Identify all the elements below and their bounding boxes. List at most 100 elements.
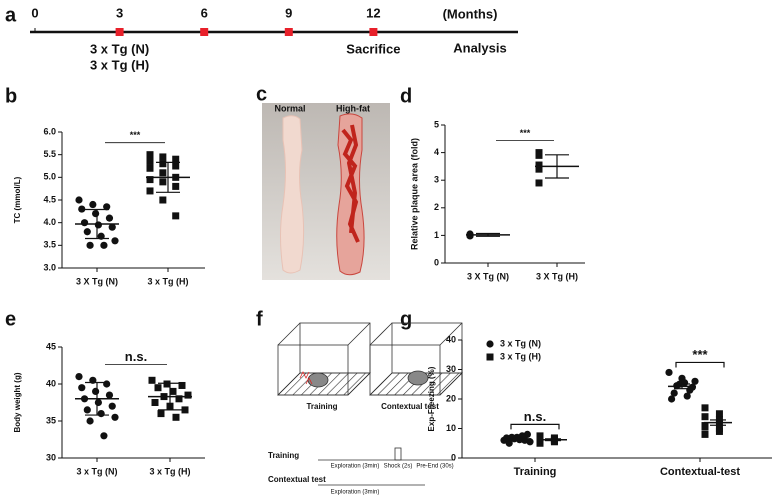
significance-label: n.s. [125,349,147,364]
data-point [172,413,180,421]
data-point [108,402,116,410]
plaque [341,124,360,243]
mouse [307,372,329,388]
y-axis-label: Relative plaque area (fold) [409,138,419,250]
data-point [86,417,94,425]
data-point [94,221,102,229]
data-point [92,387,100,395]
protocol-label: Contextual test [268,475,326,484]
x-tick-label: 3 x Tg (H) [149,466,190,476]
shock-mark [299,371,313,385]
significance-bracket [510,423,560,430]
data-point [111,413,119,421]
data-point [178,381,186,389]
data-point [701,413,709,421]
data-point [105,391,114,399]
data-point [146,157,154,165]
protocol-segment: Pre-End (30s) [416,464,453,470]
y-tick-label: 1 [434,230,439,240]
data-point [701,423,709,431]
timeline-marker [369,28,378,36]
data-point [75,196,83,204]
data-point [100,241,108,249]
y-tick-label: 10 [446,423,456,433]
y-tick-label: 2 [434,202,439,212]
legend-label: 3 x Tg (N) [500,338,541,348]
legend-marker [486,340,494,348]
cube-front [369,344,441,396]
data-point [535,151,543,159]
data-point [691,377,699,385]
photo-label: High-fat [336,103,370,113]
timeline-tick-label: 0 [31,5,38,20]
data-point [175,395,183,403]
data-point [105,214,114,222]
timeline-label: 3 x Tg (N) [90,41,149,56]
data-point [86,241,94,249]
y-tick-label: 0 [451,452,456,462]
data-point [80,219,89,227]
x-tick-label: 3 x Tg (N) [76,466,117,476]
data-point [78,384,86,392]
y-tick-label: 40 [46,378,56,388]
y-tick-label: 30 [446,364,456,374]
data-point [172,182,180,190]
aorta-normal [280,115,305,274]
data-point [97,410,105,418]
timeline-marker [115,28,124,36]
data-point [172,212,180,220]
legend-label: 3 x Tg (H) [500,351,541,361]
x-tick-label: 3 x Tg (H) [147,276,188,286]
y-tick-label: 45 [46,341,56,351]
data-point [159,169,167,177]
data-point [159,160,167,168]
data-point [157,410,165,418]
data-point [536,432,544,440]
data-point [92,210,100,218]
cube-back [299,322,371,374]
data-point [89,200,97,209]
panel-letter: g [400,308,412,330]
y-tick-label: 3.0 [43,262,56,272]
data-point [505,439,513,447]
data-point [535,179,543,187]
timeline-tick-label: 9 [285,5,292,20]
y-tick-label: 5 [434,119,439,129]
data-point [172,155,180,163]
protocol-segment: Exploration (3min) [331,490,380,496]
data-point [148,376,156,384]
diagram [277,322,463,486]
data-point [715,427,723,435]
protocol-segment: Exploration (3min) [331,464,380,470]
significance-label: *** [692,347,708,362]
data-point [78,205,86,213]
y-tick-label: 3.5 [43,240,56,250]
data-point [701,430,709,438]
significance-label: *** [520,128,531,138]
cube-front [277,344,349,396]
data-point [100,432,108,440]
data-point [159,196,167,204]
panel-letter: f [256,308,263,330]
data-point [670,389,678,397]
data-point [163,380,171,388]
data-point [146,151,154,159]
significance-label: n.s. [524,409,546,424]
data-point [103,380,111,388]
timeline-marker [200,28,209,36]
y-tick-label: 4.5 [43,194,56,204]
panel-letter: c [256,83,267,105]
data-point [154,384,162,392]
data-point [172,162,180,170]
y-tick-label: 4 [434,147,439,157]
legend-marker [486,353,494,361]
data-point [108,223,116,231]
data-point [181,406,189,414]
protocol-label: Training [268,451,299,460]
y-tick-label: 35 [46,415,56,425]
data-point [503,434,511,442]
timeline-label: Sacrifice [346,41,400,56]
cube-edge [369,322,463,396]
panel-letter: b [5,85,17,107]
y-tick-label: 40 [446,334,456,344]
